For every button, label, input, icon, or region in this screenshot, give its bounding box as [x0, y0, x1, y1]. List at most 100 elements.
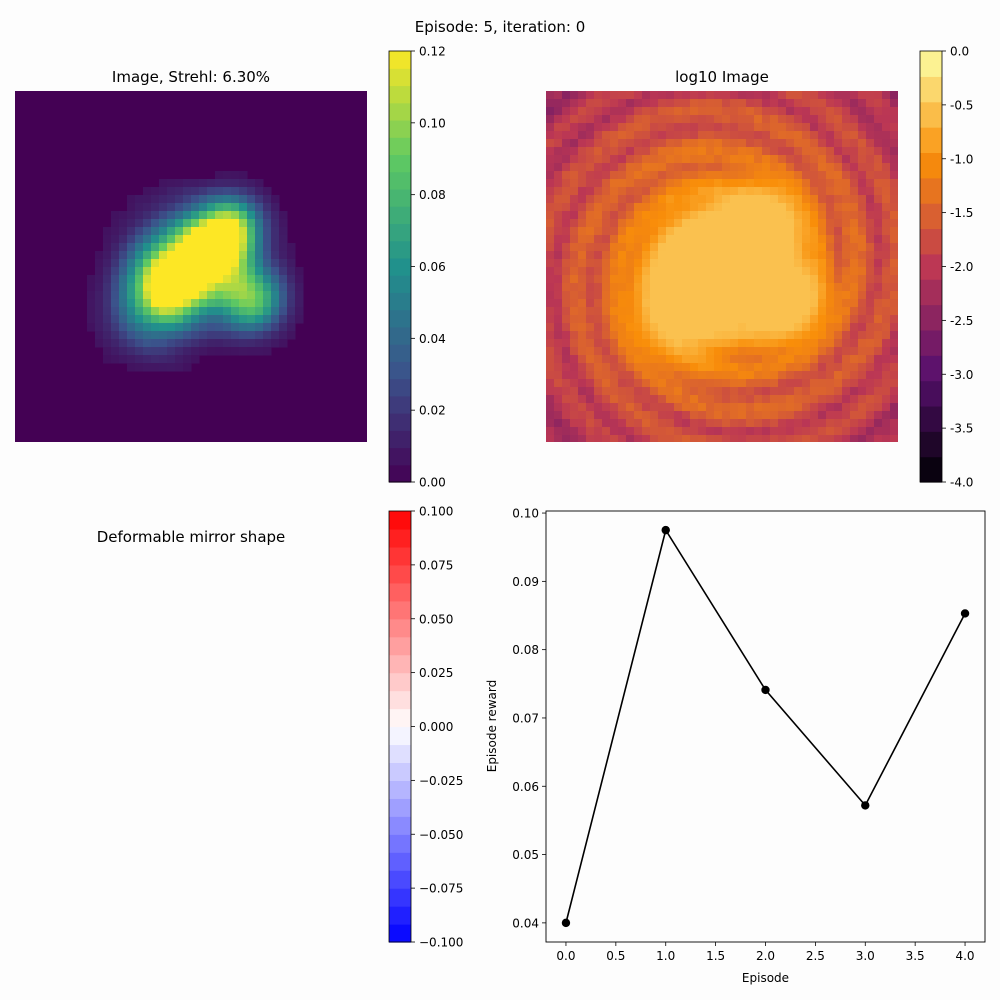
log-image-pixel — [546, 171, 555, 180]
image-pixel — [159, 315, 168, 324]
log-image-pixel — [890, 435, 898, 442]
log-image-pixel — [586, 195, 595, 204]
log-image-pixel — [890, 179, 898, 188]
log-image-pixel — [610, 307, 619, 316]
log-image-pixel — [618, 115, 627, 124]
image-pixel — [263, 195, 272, 204]
log-image-pixel — [562, 435, 571, 442]
log-image-pixel — [674, 315, 683, 324]
mirror-colorbar-ticks: 0.1000.0750.0500.0250.000−0.025−0.050−0.… — [411, 505, 463, 950]
log-image-pixel — [674, 275, 683, 284]
image-pixel — [191, 195, 200, 204]
log-image-pixel — [762, 291, 771, 300]
log-image-pixel — [626, 187, 635, 196]
log-image-pixel — [706, 139, 715, 148]
log-image-pixel — [586, 91, 595, 100]
reward-chart-xlabel: Episode — [742, 971, 789, 985]
log-image-pixel — [818, 123, 827, 132]
reward-point — [861, 801, 870, 810]
image-pixel — [159, 347, 168, 356]
log-image-pixel — [554, 115, 563, 124]
log-image-pixel — [850, 123, 859, 132]
log-image-pixel — [714, 211, 723, 220]
log-image-pixel — [858, 283, 867, 292]
log-image-pixel — [890, 211, 898, 220]
image-pixel — [231, 283, 240, 292]
log-image-pixel — [746, 235, 755, 244]
log-image-pixel — [602, 355, 611, 364]
log-image-pixel — [690, 307, 699, 316]
log-image-pixel — [882, 227, 891, 236]
log-image-pixel — [602, 251, 611, 260]
log-image-pixel — [674, 355, 683, 364]
reward-point — [761, 685, 770, 695]
colorbar-band — [389, 924, 411, 943]
log-image-pixel — [690, 107, 699, 116]
log-image-pixel — [602, 123, 611, 132]
log-image-pixel — [722, 123, 731, 132]
image-pixel — [175, 259, 184, 268]
image-pixel — [215, 267, 224, 276]
y-tick-label: 0.06 — [512, 780, 539, 794]
log-image-pixel — [650, 339, 659, 348]
log-image-pixel — [850, 91, 859, 100]
log-image-pixel — [738, 123, 747, 132]
log-image-pixel — [578, 187, 587, 196]
log-image-pixel — [810, 307, 819, 316]
log-image-pixel — [842, 283, 851, 292]
image-pixel — [239, 171, 248, 180]
log-image-pixel — [674, 339, 683, 348]
log-image-pixel — [882, 371, 891, 380]
image-pixel — [151, 347, 160, 356]
log-image-pixel — [810, 331, 819, 340]
image-pixel — [287, 251, 296, 260]
log-image-pixel — [650, 147, 659, 156]
log-image-pixel — [626, 139, 635, 148]
log-image-pixel — [794, 275, 803, 284]
image-pixel — [127, 235, 136, 244]
log-image-pixel — [754, 147, 763, 156]
colorbar-band — [389, 275, 411, 293]
image-pixel — [167, 179, 176, 188]
log-image-pixel — [570, 371, 579, 380]
image-pixel — [279, 291, 288, 300]
log-image-pixel — [866, 147, 875, 156]
colorbar-band — [389, 102, 411, 121]
image-pixel — [215, 291, 224, 300]
image-pixel — [175, 347, 184, 356]
log-image-pixel — [618, 187, 627, 196]
image-pixel — [151, 291, 160, 300]
log-image-pixel — [634, 323, 643, 332]
log-image-pixel — [810, 347, 819, 356]
log-image-pixel — [610, 283, 619, 292]
log-image-pixel — [682, 387, 691, 396]
log-image-pixel — [850, 363, 859, 372]
log-image-pixel — [826, 115, 835, 124]
image-pixel — [215, 339, 224, 348]
log-image-pixel — [810, 171, 819, 180]
log-image-pixel — [770, 107, 779, 116]
log-image-pixel — [658, 163, 667, 172]
image-pixel — [167, 203, 176, 212]
log-image-pixel — [562, 339, 571, 348]
log-image-pixel — [890, 219, 898, 228]
log-image-pixel — [754, 323, 763, 332]
image-pixel — [151, 227, 160, 236]
log-image-pixel — [642, 219, 651, 228]
log-image-pixel — [722, 299, 731, 308]
image-pixel — [239, 307, 248, 316]
log-image-pixel — [858, 91, 867, 100]
log-image-pixel — [818, 291, 827, 300]
log-image-pixel — [826, 211, 835, 220]
x-tick-label: 3.5 — [906, 949, 925, 963]
log-image-pixel — [794, 227, 803, 236]
log-image-pixel — [866, 227, 875, 236]
image-pixel — [239, 331, 248, 340]
log-image-pixel — [842, 323, 851, 332]
log-image-pixel — [594, 155, 603, 164]
image-pixel — [167, 251, 176, 260]
log-image-pixel — [890, 307, 898, 316]
log-image-pixel — [882, 251, 891, 260]
log-image-pixel — [610, 163, 619, 172]
log-image-pixel — [738, 267, 747, 276]
